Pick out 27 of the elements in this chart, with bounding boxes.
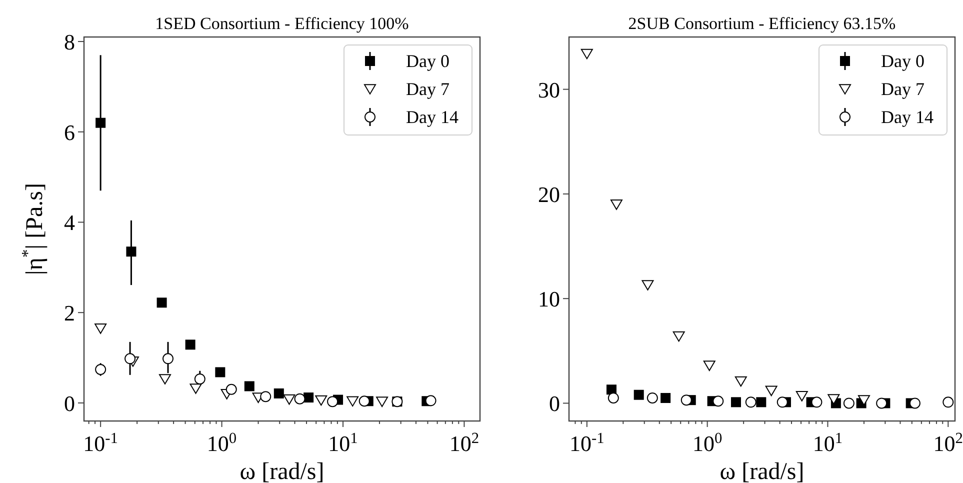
- y-tick-label: 20: [538, 182, 560, 207]
- y-tick-label: 2: [64, 300, 75, 326]
- x-tick-label: 10$^{-1}$: [569, 430, 604, 456]
- legend-label: Day 0: [406, 51, 450, 71]
- chart-title: 2SUB Consortium - Efficiency 63.15%: [628, 14, 896, 33]
- y-tick-label: 30: [538, 77, 560, 102]
- y-tick-label: 0: [64, 390, 75, 416]
- legend-label: Day 7: [406, 79, 450, 99]
- x-tick-label: 10$^{1}$: [328, 430, 358, 456]
- x-axis-title: ω [rad/s]: [240, 459, 324, 483]
- x-axis-title: ω [rad/s]: [720, 459, 804, 483]
- legend-label: Day 7: [881, 79, 924, 99]
- y-tick-label: 10: [538, 286, 560, 312]
- legend-label: Day 14: [881, 107, 934, 127]
- x-tick-label: 10$^{1}$: [812, 430, 843, 456]
- x-tick-label: 10$^{-1}$: [83, 430, 118, 456]
- y-tick-label: 4: [64, 210, 75, 236]
- legend-label: Day 14: [406, 107, 458, 127]
- y-tick-label: 6: [64, 120, 75, 145]
- y-tick-label: 8: [64, 30, 75, 55]
- y-tick-label: 0: [549, 391, 560, 416]
- x-tick-label: 10$^{2}$: [449, 430, 480, 456]
- legend-label: Day 0: [881, 51, 924, 71]
- x-tick-label: 10$^{2}$: [933, 430, 963, 456]
- x-tick-label: 10$^{0}$: [206, 430, 237, 456]
- x-tick-label: 10$^{0}$: [692, 430, 722, 456]
- chart-title: 1SED Consortium - Efficiency 100%: [155, 14, 409, 33]
